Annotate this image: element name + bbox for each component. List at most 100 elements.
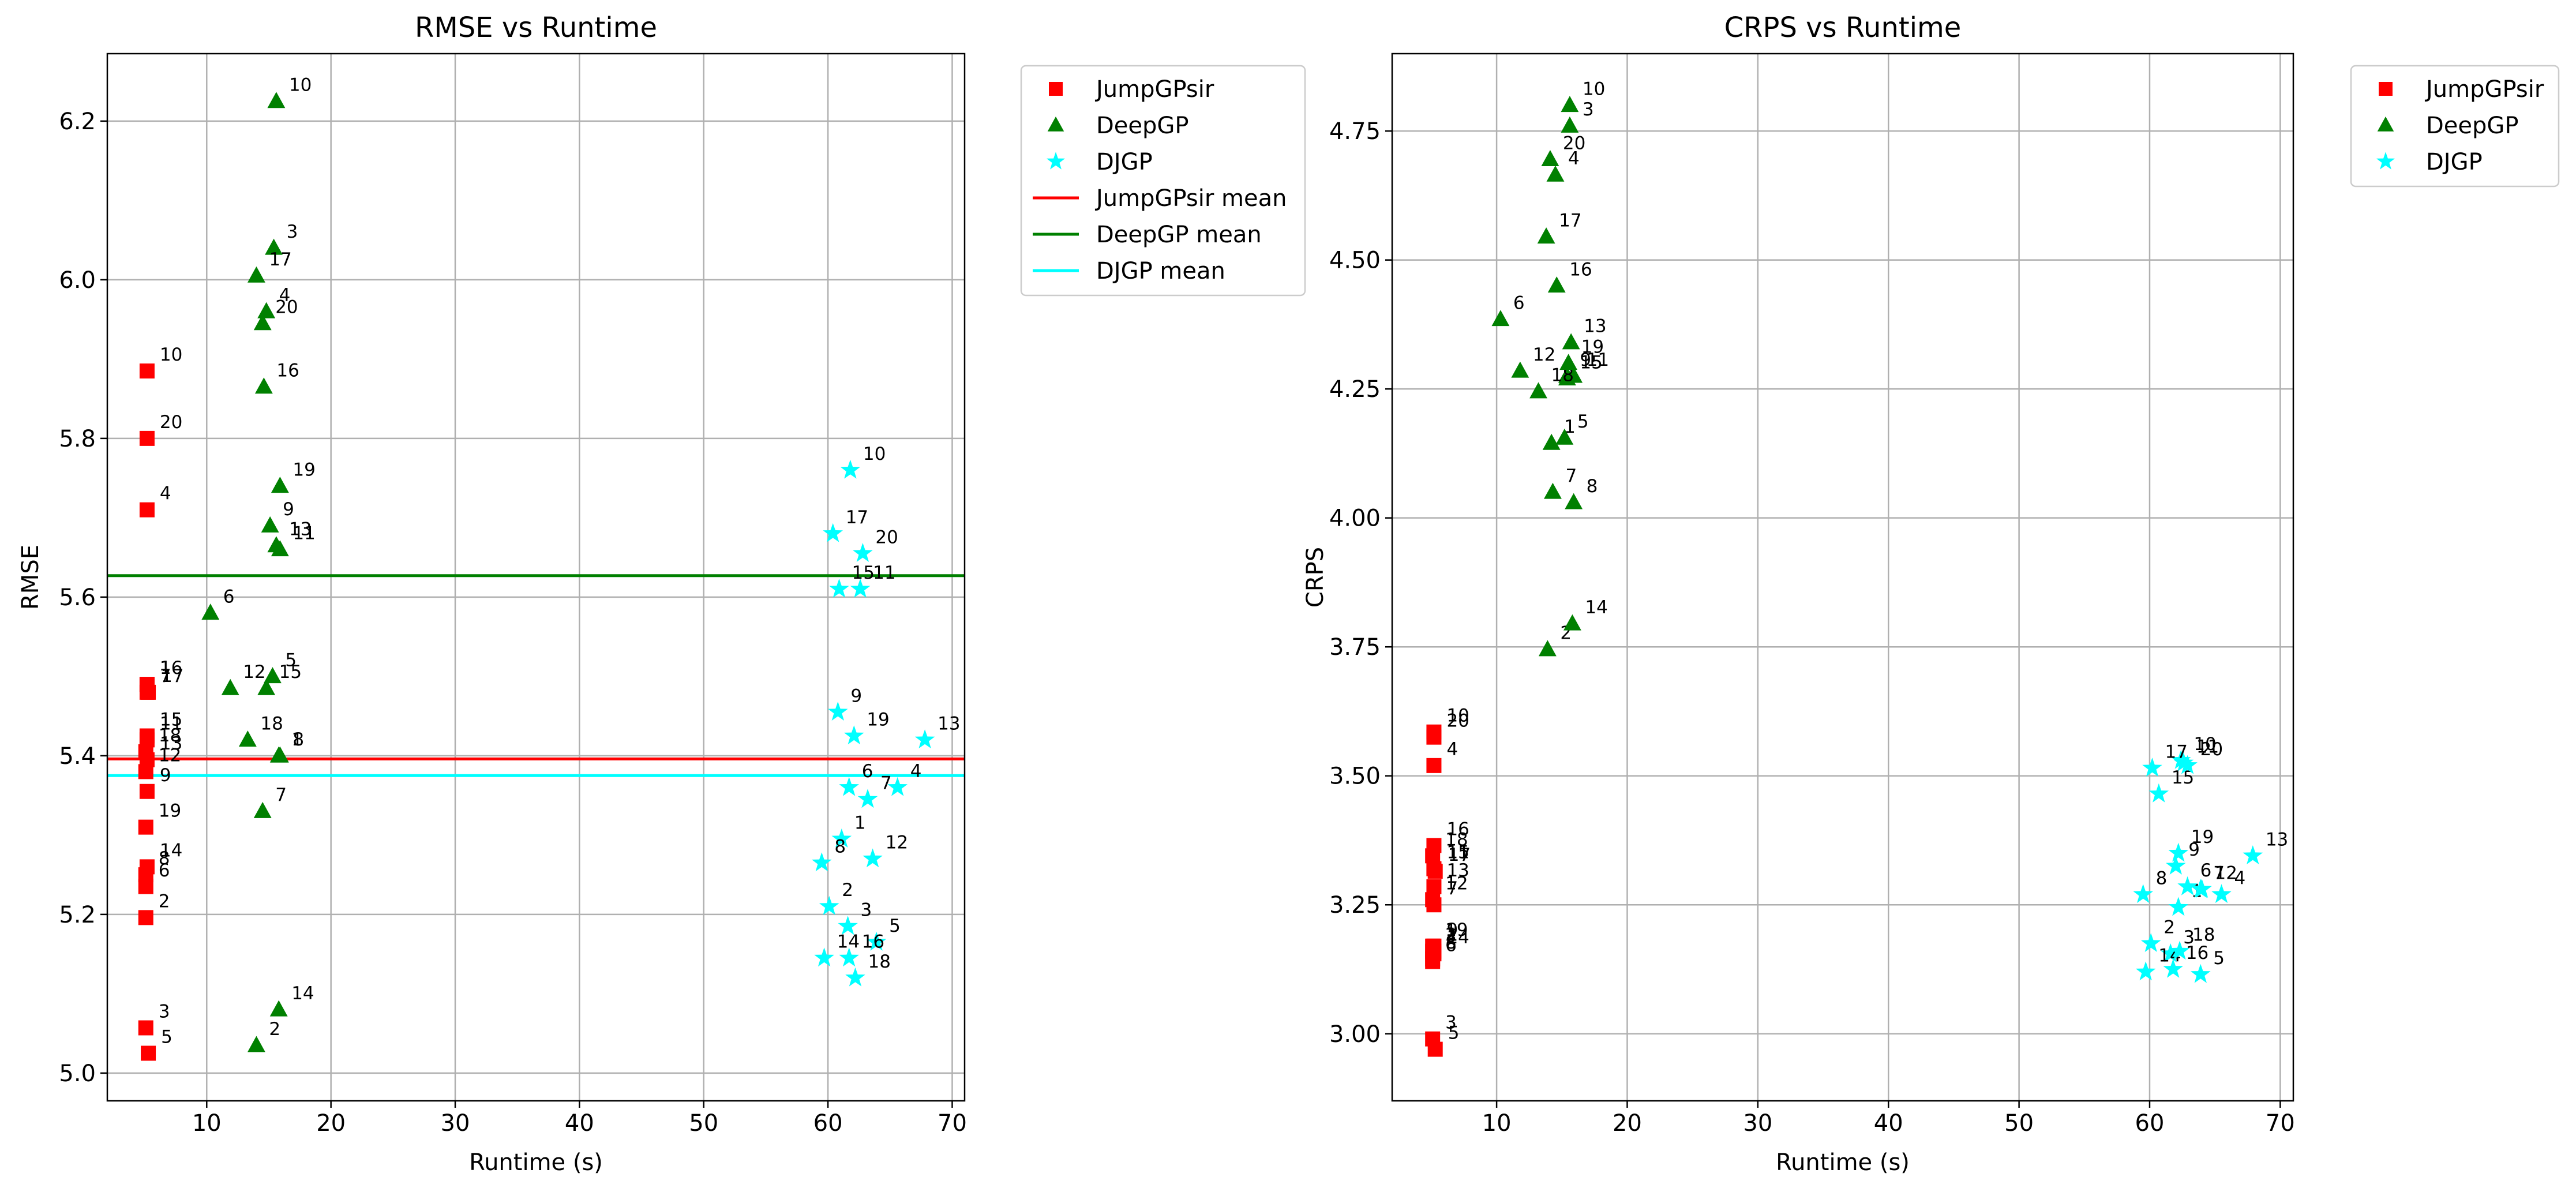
y-tick-label: 3.25 <box>1329 892 1381 919</box>
data-point <box>1558 369 1576 385</box>
data-point <box>1537 227 1555 244</box>
x-tick-label: 30 <box>1743 1110 1772 1137</box>
point-label: 16 <box>2186 943 2208 964</box>
point-label: 3 <box>2183 927 2195 948</box>
point-label: 20 <box>160 412 182 433</box>
point-label: 5 <box>1448 1023 1460 1044</box>
point-label: 14 <box>837 932 860 953</box>
point-label: 13 <box>289 519 312 540</box>
data-point <box>839 947 859 967</box>
x-axis-label: Runtime (s) <box>1776 1149 1910 1176</box>
point-label: 15 <box>1580 352 1602 373</box>
data-point <box>2160 943 2181 962</box>
point-label: 9 <box>850 685 862 706</box>
point-label: 15 <box>1446 842 1469 863</box>
legend-label: DeepGP mean <box>1096 222 1262 248</box>
data-point <box>138 910 153 925</box>
data-point <box>139 859 155 875</box>
point-label: 2 <box>269 1019 280 1040</box>
data-point <box>828 702 848 721</box>
data-point <box>139 502 155 518</box>
legend-marker <box>2377 117 2394 132</box>
data-point <box>139 430 155 446</box>
point-label: 7 <box>1446 878 1458 899</box>
data-point <box>812 852 832 872</box>
point-label: 7 <box>880 773 892 794</box>
x-tick-label: 10 <box>1482 1110 1512 1137</box>
point-label: 9 <box>1446 920 1458 940</box>
data-point <box>2211 884 2232 904</box>
data-point <box>1561 96 1579 113</box>
point-label: 11 <box>293 523 315 543</box>
data-point <box>1425 892 1441 908</box>
data-point <box>1426 879 1442 894</box>
point-label: 4 <box>910 761 922 782</box>
point-label: 11 <box>1587 350 1609 370</box>
data-point <box>138 744 153 759</box>
point-label: 14 <box>160 840 182 861</box>
point-label: 10 <box>863 444 886 464</box>
point-label: 20 <box>875 527 898 548</box>
point-label: 14 <box>1585 597 1607 618</box>
point-label: 4 <box>1446 739 1458 760</box>
data-point <box>887 777 908 796</box>
point-label: 12 <box>1445 873 1468 894</box>
x-tick-label: 60 <box>2135 1110 2165 1137</box>
point-label: 5 <box>161 1027 173 1048</box>
point-label: 15 <box>160 710 182 730</box>
point-label: 19 <box>867 710 889 730</box>
legend-label: DeepGP <box>1096 113 1189 139</box>
point-label: 8 <box>1587 476 1598 497</box>
point-label: 11 <box>160 713 182 734</box>
x-tick-label: 70 <box>2266 1110 2295 1137</box>
point-label: 2 <box>842 880 853 901</box>
point-label: 11 <box>873 563 895 583</box>
data-point <box>823 523 843 542</box>
data-point <box>265 238 283 255</box>
point-label: 11 <box>2196 736 2219 757</box>
point-label: 12 <box>886 833 908 853</box>
legend-label: DJGP mean <box>1096 258 1225 284</box>
data-point <box>2177 755 2198 774</box>
y-tick-label: 4.00 <box>1329 505 1381 532</box>
point-label: 17 <box>161 666 183 687</box>
data-point <box>819 895 839 915</box>
point-label: 20 <box>1563 133 1585 153</box>
data-point <box>2173 752 2194 772</box>
data-point <box>271 746 289 763</box>
data-point <box>269 1000 288 1017</box>
data-point <box>267 536 286 553</box>
data-point <box>1491 310 1510 327</box>
point-label: 8 <box>1445 932 1457 953</box>
data-point <box>1541 150 1559 166</box>
point-label: 1 <box>291 729 303 750</box>
legend-label: JumpGPsir <box>1094 76 1214 103</box>
legend-box <box>1020 65 1306 297</box>
legend-label: JumpGPsir <box>2424 76 2544 103</box>
legend-label: DJGP <box>1096 149 1153 175</box>
point-label: 6 <box>862 761 873 782</box>
x-tick-label: 50 <box>689 1110 718 1137</box>
point-label: 10 <box>160 344 182 365</box>
point-label: 10 <box>2193 734 2216 755</box>
point-label: 10 <box>1583 78 1605 99</box>
point-label: 14 <box>291 983 314 1004</box>
point-label: 12 <box>159 745 181 766</box>
point-label: 4 <box>2234 868 2245 889</box>
point-label: 3 <box>861 900 872 921</box>
data-point <box>253 314 272 331</box>
point-label: 4 <box>279 285 291 306</box>
point-label: 16 <box>1569 259 1592 280</box>
point-label: 6 <box>223 586 235 607</box>
y-tick-label: 6.2 <box>59 108 96 135</box>
legend: JumpGPsir DeepGP DJGP JumpGPsir mean DeepGP … <box>1020 65 1306 297</box>
point-label: 13 <box>1584 316 1606 337</box>
data-point <box>1427 1041 1443 1057</box>
plot-frame <box>106 53 966 1102</box>
data-point <box>2168 842 2189 862</box>
point-label: 20 <box>275 297 298 318</box>
x-tick-label: 60 <box>813 1110 843 1137</box>
point-label: 13 <box>1446 860 1469 881</box>
data-point <box>2243 845 2263 864</box>
